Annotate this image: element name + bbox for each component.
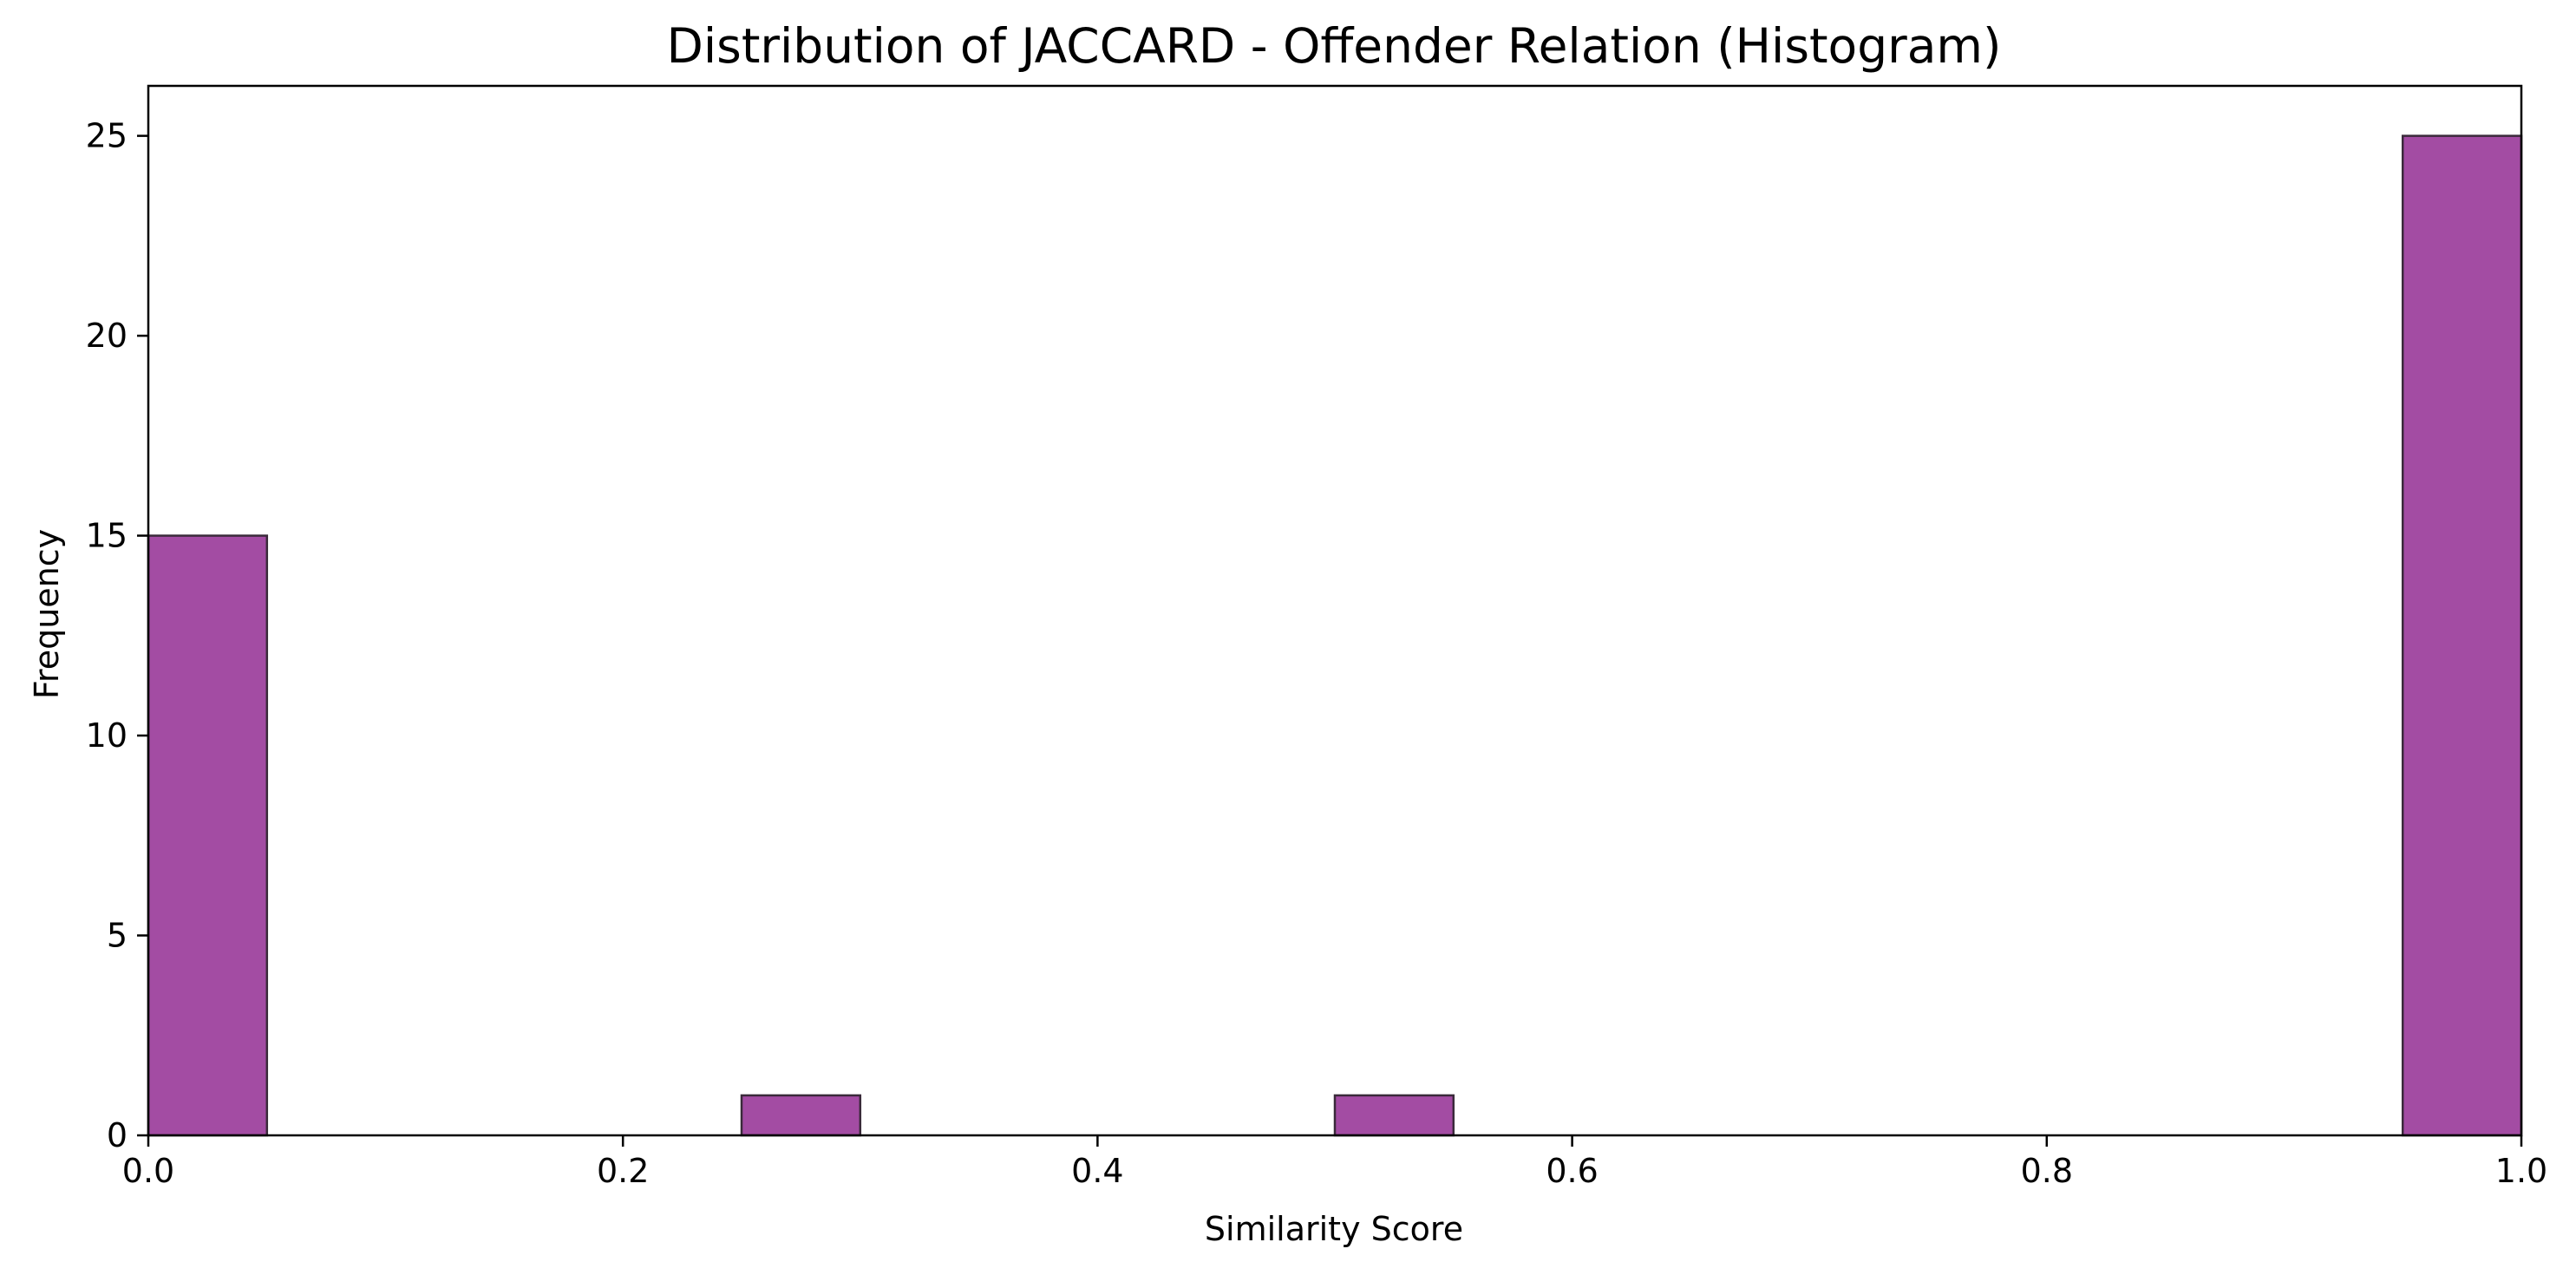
x-tick-label: 0.0 [122, 1152, 174, 1190]
y-tick-label: 5 [107, 917, 127, 955]
y-tick-label: 20 [86, 317, 127, 355]
y-tick-label: 25 [86, 117, 127, 155]
histogram-bar [2401, 134, 2523, 1137]
chart-title: Distribution of JACCARD - Offender Relat… [667, 18, 2002, 74]
x-tick-label: 0.6 [1546, 1152, 1598, 1190]
y-tick-label: 15 [86, 517, 127, 555]
y-axis-label: Frequency [28, 529, 66, 699]
x-axis-label: Similarity Score [1205, 1210, 1463, 1248]
y-axis-ticks: 0 5 10 15 20 25 [86, 117, 148, 1154]
x-tick-label: 0.8 [2021, 1152, 2073, 1190]
plot-frame [147, 84, 2523, 1137]
x-tick-label: 0.2 [597, 1152, 649, 1190]
histogram-bar [147, 534, 269, 1137]
x-axis-ticks: 0.0 0.2 0.4 0.6 0.8 1.0 [122, 1135, 2547, 1190]
x-tick-label: 0.4 [1071, 1152, 1123, 1190]
y-tick-label: 0 [107, 1116, 127, 1154]
x-tick-label: 1.0 [2495, 1152, 2547, 1190]
histogram-bar [740, 1094, 862, 1137]
bars-group [147, 134, 2523, 1137]
histogram-bar [1333, 1094, 1455, 1137]
y-tick-label: 10 [86, 716, 127, 755]
